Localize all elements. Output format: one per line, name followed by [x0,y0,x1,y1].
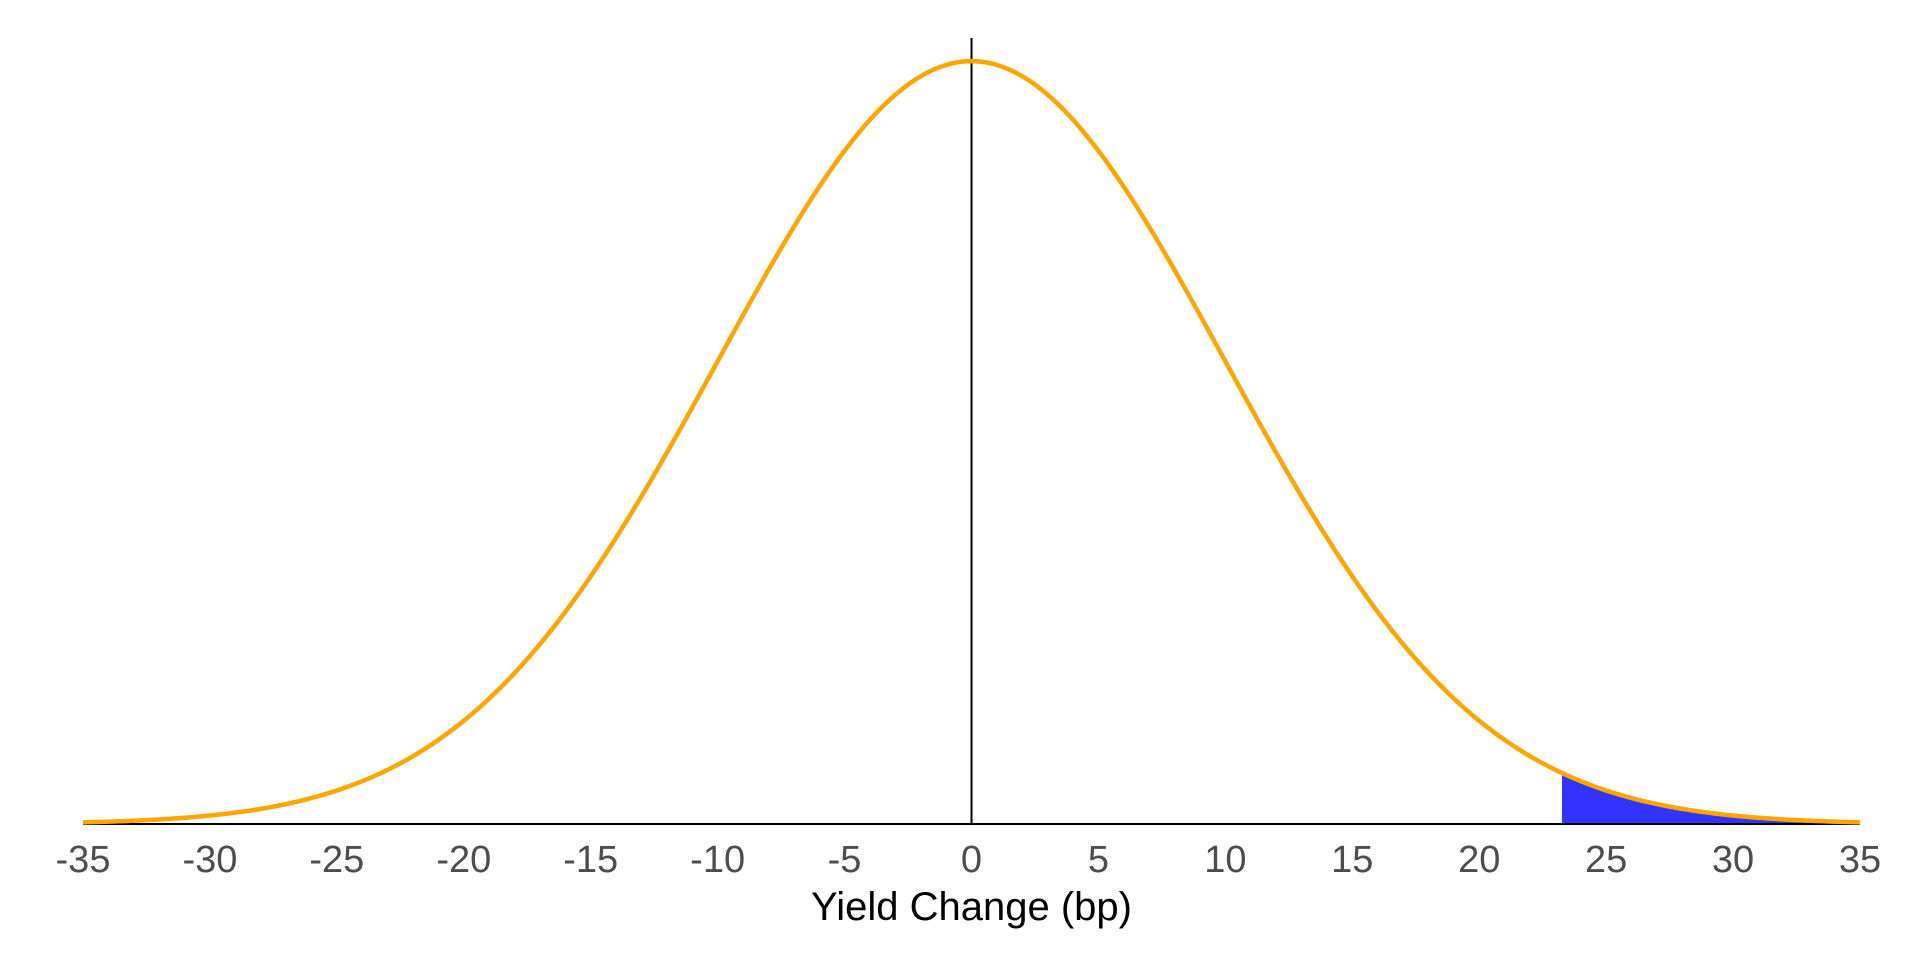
x-tick-label: 20 [1458,839,1500,881]
x-tick-label: 5 [1088,839,1109,881]
density-curve [82,58,1861,825]
shaded-tail-region [1561,772,1860,824]
x-axis: -35 -30 -25 -20 -15 -10 -5 0 5 10 15 20 25 30 35 [56,839,1882,881]
x-tick-label: -15 [563,839,618,881]
x-tick-label: -30 [182,839,237,881]
x-tick-label: 35 [1839,839,1881,881]
x-tick-label: 30 [1712,839,1754,881]
x-tick-label: -5 [828,839,862,881]
x-tick-label: -25 [309,839,364,881]
x-tick-label: -20 [436,839,491,881]
x-axis-title: Yield Change (bp) [811,885,1132,929]
plot-area [82,38,1861,825]
x-tick-label: -35 [56,839,111,881]
x-tick-label: 15 [1331,839,1373,881]
x-tick-label: 0 [961,839,982,881]
x-tick-label: 10 [1204,839,1246,881]
x-tick-label: -10 [690,839,745,881]
x-tick-label: 25 [1585,839,1627,881]
